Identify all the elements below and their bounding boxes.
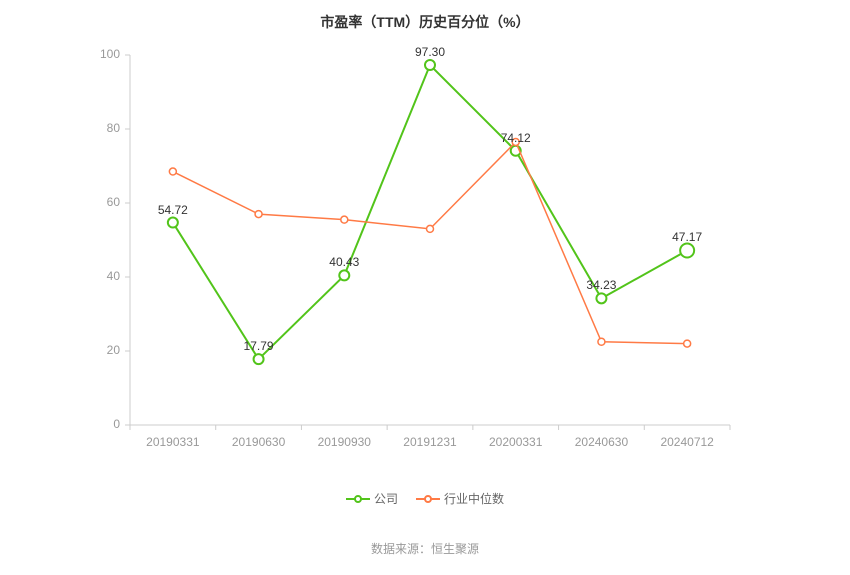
series-marker[interactable] <box>168 218 178 228</box>
legend: 公司 行业中位数 <box>0 490 850 507</box>
legend-item-1[interactable]: 行业中位数 <box>416 490 504 507</box>
plot-area: 0204060801002019033120190630201909302019… <box>130 55 730 425</box>
x-tick-label: 20200331 <box>489 435 542 449</box>
series-marker[interactable] <box>427 225 434 232</box>
y-tick-label: 100 <box>100 47 120 61</box>
y-tick-label: 80 <box>107 121 120 135</box>
data-point-label: 97.30 <box>415 45 445 59</box>
x-tick-label: 20240630 <box>575 435 628 449</box>
y-tick-label: 40 <box>107 269 120 283</box>
series-marker[interactable] <box>596 293 606 303</box>
x-tick-label: 20240712 <box>660 435 713 449</box>
series-line-1 <box>173 142 687 344</box>
series-marker[interactable] <box>255 211 262 218</box>
series-marker[interactable] <box>341 216 348 223</box>
data-point-label: 47.17 <box>672 230 702 244</box>
legend-label: 行业中位数 <box>444 490 504 507</box>
series-marker[interactable] <box>339 270 349 280</box>
series-marker[interactable] <box>680 243 694 257</box>
data-point-label: 17.79 <box>244 339 274 353</box>
series-marker[interactable] <box>169 168 176 175</box>
data-source-label: 数据来源：恒生聚源 <box>0 540 850 557</box>
chart-title: 市盈率（TTM）历史百分位（%） <box>0 0 850 32</box>
legend-swatch <box>416 493 440 505</box>
series-marker[interactable] <box>425 60 435 70</box>
series-marker[interactable] <box>254 354 264 364</box>
y-tick-label: 0 <box>113 417 120 431</box>
legend-label: 公司 <box>374 490 398 507</box>
x-tick-label: 20190930 <box>318 435 371 449</box>
series-marker[interactable] <box>684 340 691 347</box>
data-point-label: 34.23 <box>586 278 616 292</box>
data-point-label: 40.43 <box>329 255 359 269</box>
x-tick-label: 20191231 <box>403 435 456 449</box>
chart-container: 市盈率（TTM）历史百分位（%） 02040608010020190331201… <box>0 0 850 575</box>
y-tick-label: 20 <box>107 343 120 357</box>
y-tick-label: 60 <box>107 195 120 209</box>
x-tick-label: 20190331 <box>146 435 199 449</box>
x-tick-label: 20190630 <box>232 435 285 449</box>
series-line-0 <box>173 65 687 359</box>
legend-item-0[interactable]: 公司 <box>346 490 398 507</box>
series-marker[interactable] <box>598 338 605 345</box>
data-point-label: 74.12 <box>501 131 531 145</box>
legend-swatch <box>346 493 370 505</box>
data-point-label: 54.72 <box>158 203 188 217</box>
